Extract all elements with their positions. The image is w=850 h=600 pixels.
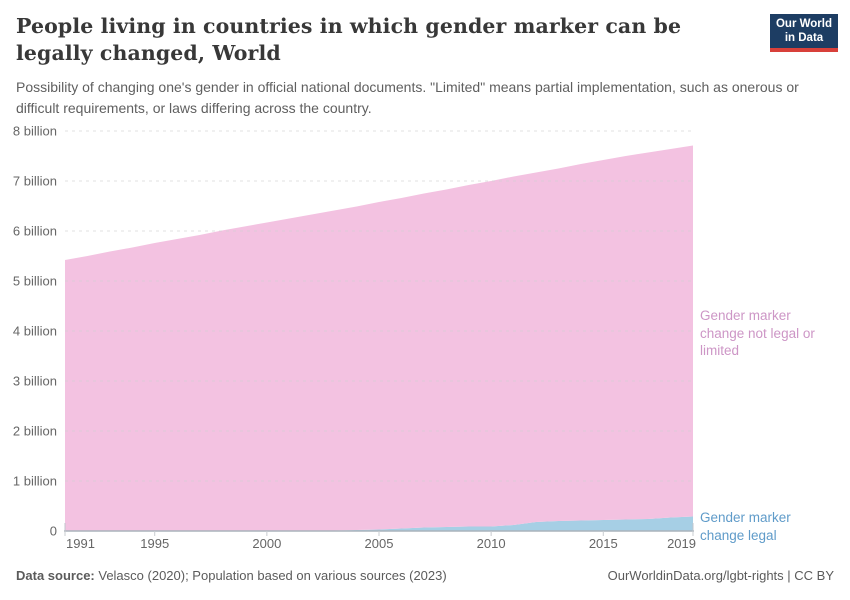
x-tick-label: 2010 (477, 536, 506, 551)
chart-subtitle: Possibility of changing one's gender in … (16, 79, 799, 116)
series-label-not-legal-or-limited: Gender marker change not legal or limite… (700, 308, 815, 358)
y-tick-label: 3 billion (13, 374, 57, 389)
y-tick-label: 1 billion (13, 474, 57, 489)
x-tick-label: 2019 (667, 536, 696, 551)
y-tick-label: 4 billion (13, 324, 57, 339)
x-tick-label: 1991 (66, 536, 95, 551)
owid-logo-line1: Our World (775, 18, 832, 30)
x-tick-label: 2005 (365, 536, 394, 551)
data-source-note: Data source: Velasco (2020); Population … (16, 568, 447, 583)
x-tick-label: 2015 (589, 536, 618, 551)
x-tick-label: 2000 (252, 536, 281, 551)
y-tick-label: 7 billion (13, 174, 57, 189)
chart-footer: Data source: Velasco (2020); Population … (16, 568, 834, 583)
area-series-0 (65, 516, 693, 531)
y-tick-label: 6 billion (13, 224, 57, 239)
series-label-legal: Gender marker change legal (700, 510, 791, 543)
owid-logo-line2: in Data (784, 31, 824, 44)
data-source-value: Velasco (2020); Population based on vari… (94, 568, 447, 583)
x-tick-label: 1995 (140, 536, 169, 551)
y-tick-label: 0 (50, 524, 57, 539)
y-tick-label: 8 billion (13, 124, 57, 139)
rights-link[interactable]: OurWorldinData.org/lgbt-rights | CC BY (607, 568, 834, 583)
page-title: People living in countries in which gend… (16, 14, 682, 66)
y-tick-label: 2 billion (13, 424, 57, 439)
owid-logo: Our World in Data (770, 14, 838, 52)
area-series-1 (65, 145, 693, 531)
data-source-label: Data source: (16, 568, 95, 583)
y-tick-label: 5 billion (13, 274, 57, 289)
